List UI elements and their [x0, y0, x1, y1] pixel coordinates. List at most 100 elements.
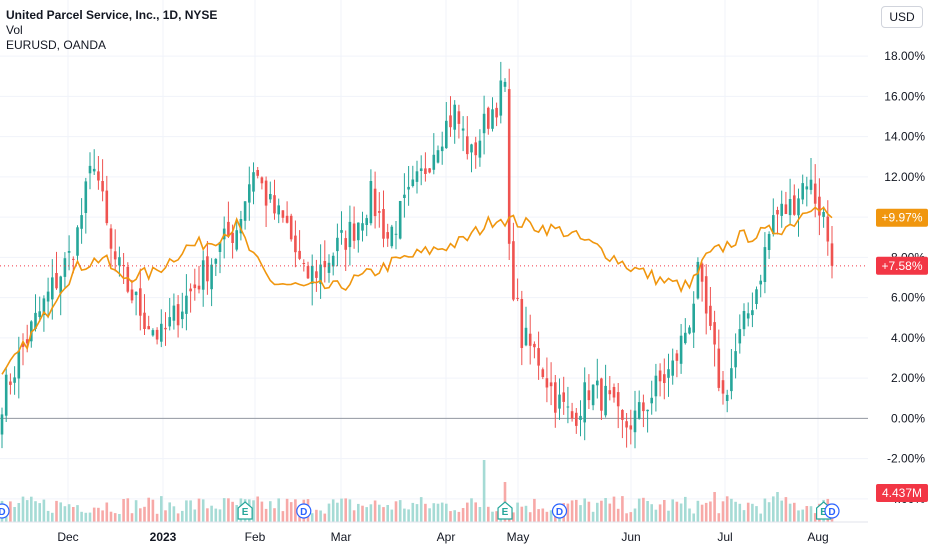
symbol-title[interactable]: United Parcel Service, Inc., 1D, NYSE: [6, 8, 218, 22]
volume-bar: [654, 509, 658, 522]
candle-body: [277, 205, 280, 215]
candle-body: [717, 348, 721, 388]
volume-bar: [763, 498, 767, 522]
candle-body: [826, 216, 830, 242]
candle-body: [403, 194, 406, 198]
candle-body: [340, 230, 343, 233]
volume-bar: [621, 496, 624, 522]
volume-bar: [570, 500, 574, 522]
volume-bar: [725, 496, 729, 522]
volume-bar: [625, 513, 628, 522]
candle-body: [21, 343, 25, 347]
candle-body: [780, 203, 783, 216]
y-tick-label: 16.00%: [884, 89, 925, 103]
volume-bar: [470, 498, 473, 522]
volume-bar: [805, 506, 809, 522]
candle-body: [507, 89, 511, 244]
volume-bar: [21, 496, 25, 522]
candle-body: [646, 409, 649, 412]
earnings-marker-label: E: [502, 507, 509, 518]
candle-body: [357, 222, 360, 241]
candle-body: [813, 183, 817, 204]
volume-bar: [143, 506, 146, 522]
candle-body: [63, 258, 67, 277]
candle-body: [449, 115, 452, 128]
candle-body: [688, 327, 691, 334]
volume-bar: [403, 508, 406, 522]
volume-bar: [394, 501, 398, 522]
candle-body: [315, 271, 318, 278]
volume-bar: [17, 503, 21, 522]
volume-bar: [319, 510, 322, 522]
volume-bar: [813, 513, 817, 522]
volume-bar: [755, 506, 758, 522]
compare-badge: +9.97%: [881, 211, 922, 225]
volume-bar: [436, 503, 440, 522]
x-tick-label: Jun: [621, 530, 640, 544]
candle-body: [671, 360, 674, 376]
candle-body: [629, 425, 633, 430]
candle-body: [612, 387, 616, 398]
volume-bar: [151, 499, 155, 522]
candle-body: [512, 241, 515, 300]
candle-body: [139, 288, 142, 316]
volume-bar: [692, 513, 695, 522]
volume-bar: [310, 513, 314, 522]
candle-body: [42, 298, 46, 315]
volume-bar: [323, 513, 327, 522]
candle-body: [390, 226, 394, 247]
candle-body: [445, 120, 448, 149]
candle-body: [549, 382, 553, 387]
candle-body: [306, 266, 310, 279]
volume-bar: [449, 511, 452, 522]
volume-bar: [533, 498, 536, 522]
volume-bar: [214, 508, 218, 522]
volume-bar: [776, 492, 779, 522]
currency-button[interactable]: USD: [881, 6, 923, 28]
candle-body: [478, 140, 482, 158]
volume-bar: [273, 508, 276, 522]
x-tick-label: Apr: [437, 530, 456, 544]
volume-bar: [524, 505, 528, 522]
candle-body: [495, 107, 498, 118]
volume-bar: [9, 501, 12, 522]
volume-bar: [88, 512, 92, 522]
volume-bar: [51, 512, 54, 522]
candle-body: [160, 323, 163, 342]
candle-body: [633, 410, 637, 433]
candle-body: [499, 80, 503, 116]
candle-body: [285, 215, 289, 223]
volume-legend[interactable]: Vol: [6, 23, 23, 37]
candle-body: [528, 333, 532, 346]
candle-body: [457, 111, 461, 124]
candle-body: [658, 370, 662, 382]
candle-body: [256, 170, 259, 176]
volume-bar: [134, 500, 138, 522]
candle-body: [302, 263, 306, 264]
volume-bar: [432, 503, 436, 522]
candle-body: [579, 415, 582, 420]
candle-body: [470, 144, 473, 153]
volume-bar: [663, 500, 666, 522]
compare-legend[interactable]: EURUSD, OANDA: [6, 38, 107, 52]
candle-body: [164, 327, 167, 330]
candle-body: [55, 273, 58, 289]
volume-bar: [348, 499, 352, 522]
candle-body: [566, 406, 570, 408]
volume-bar: [344, 498, 347, 522]
candle-body: [466, 136, 469, 155]
volume-bar: [512, 512, 515, 522]
candle-body: [818, 196, 821, 216]
volume-bar: [155, 513, 159, 522]
candle-body: [516, 297, 519, 299]
candle-body: [118, 257, 121, 266]
candle-body: [243, 201, 247, 221]
volume-bar: [357, 503, 360, 522]
volume-bar: [688, 508, 691, 522]
candle-body: [763, 247, 767, 282]
x-tick-label: May: [507, 530, 530, 544]
volume-bar: [424, 503, 427, 522]
volume-bar: [218, 509, 222, 522]
